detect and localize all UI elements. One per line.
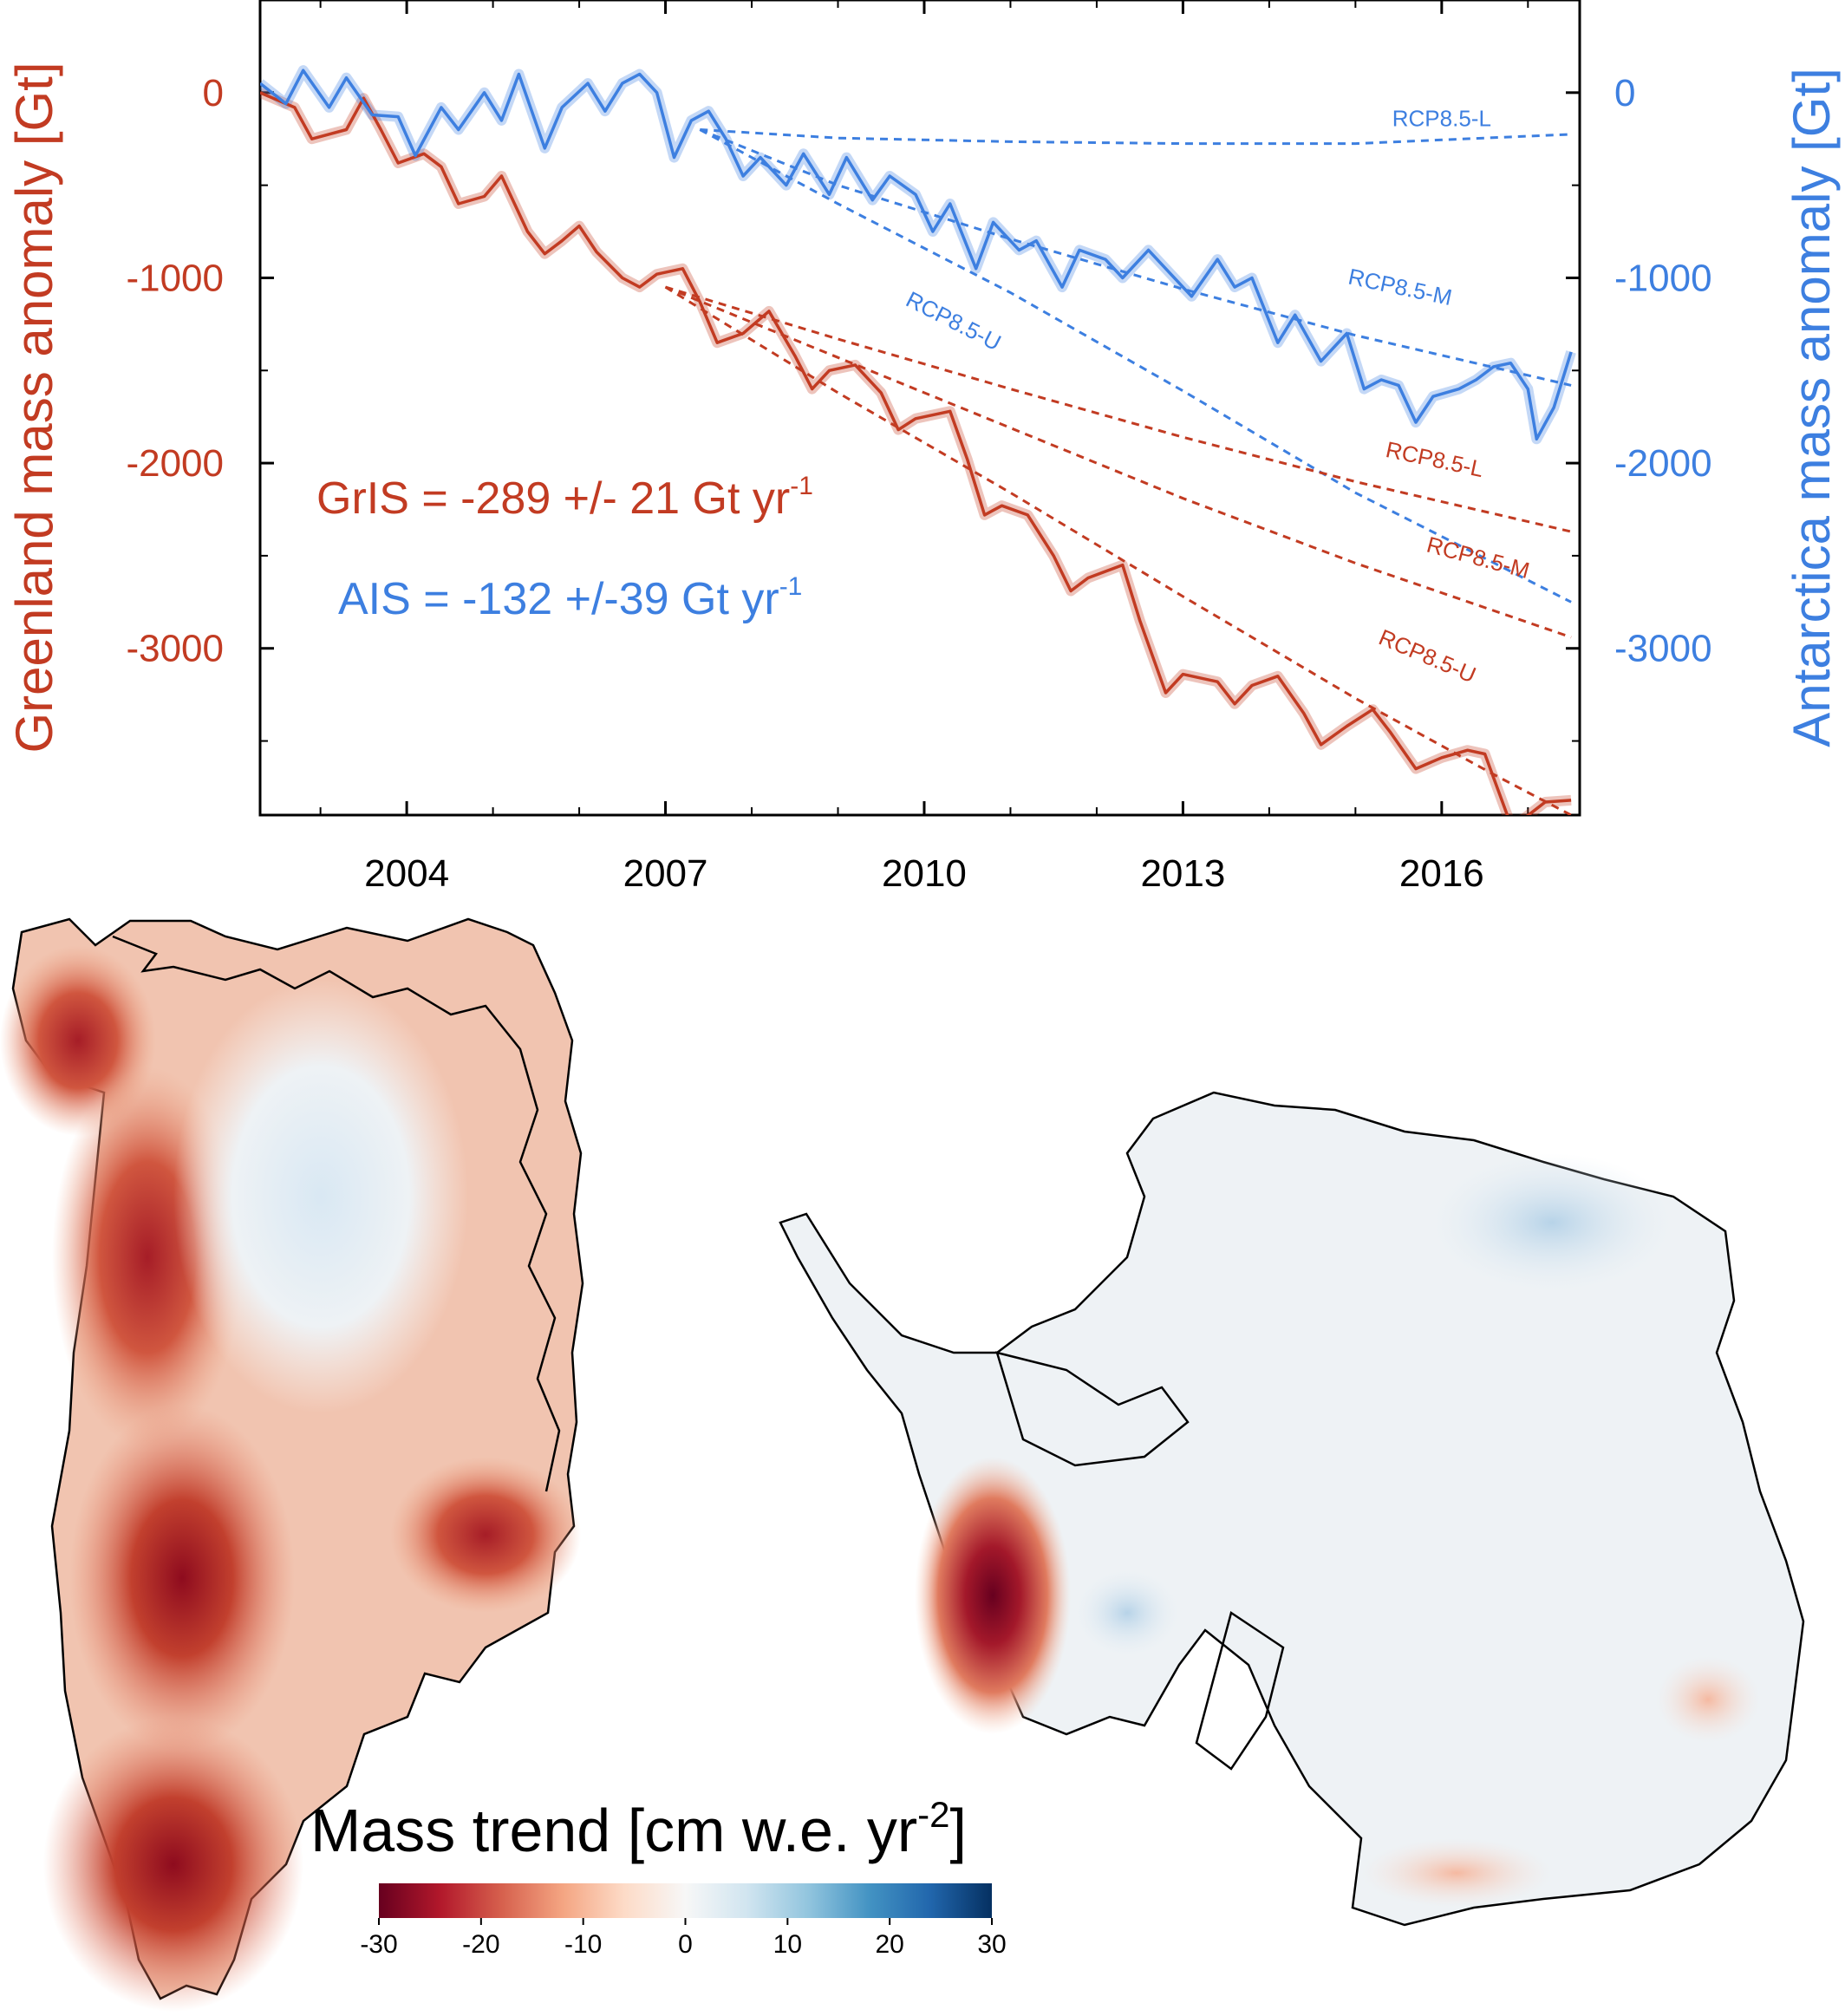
antarctica-ice-shelf-outline	[995, 1351, 1285, 1771]
scenario-line-rcp8-5-m-left	[664, 285, 1572, 639]
right-y-axis: 0 -1000 -2000 -3000	[1566, 72, 1712, 742]
left-y-axis: 0 -1000 -2000 -3000	[126, 72, 274, 742]
left-tick-label: -2000	[126, 442, 224, 485]
colorbar-title: Mass trend [cm w.e. yr-2]	[310, 1794, 967, 1864]
right-tick-label: -2000	[1614, 442, 1712, 485]
left-axis-title: Greenland mass anomaly [Gt]	[5, 62, 63, 753]
antarctica-map	[779, 1091, 1805, 1927]
ais-rate-annotation: AIS = -132 +/-39 Gt yr-1	[338, 572, 802, 624]
greenland-map	[0, 917, 584, 2012]
gris-rate-annotation: GrIS = -289 +/- 21 Gt yr-1	[316, 472, 813, 524]
colorbar-tick-label: -10	[564, 1930, 602, 1959]
colorbar-gradient	[379, 1883, 992, 1918]
plot-frame	[258, 0, 1581, 817]
series-layer	[260, 69, 1573, 815]
x-tick-label: 2013	[1140, 852, 1225, 895]
colorbar-tick-label: -30	[360, 1930, 397, 1959]
right-tick-label: 0	[1614, 72, 1635, 114]
colorbar-tick-label: 10	[773, 1930, 802, 1959]
right-axis-title: Antarctica mass anomaly [Gt]	[1783, 68, 1841, 747]
left-tick-label: -3000	[126, 628, 224, 670]
greenland-coastline	[112, 935, 561, 1492]
antarctica-ice-sheet	[779, 1091, 1805, 1927]
scenario-line-rcp8-5-l-left	[665, 285, 1572, 533]
right-tick-label: -3000	[1614, 628, 1712, 670]
series-line-ais-right	[260, 69, 1573, 441]
colorbar-tick-label: 30	[977, 1930, 1006, 1959]
colorbar-tick-label: 20	[875, 1930, 903, 1959]
x-tick-label: 2007	[623, 852, 708, 895]
left-tick-label: -1000	[126, 257, 224, 299]
scenario-label: RCP8.5-L	[1392, 105, 1491, 131]
scenario-line-rcp8-5-l-right	[700, 128, 1572, 146]
scenario-line-rcp8-5-m-right	[699, 128, 1572, 387]
x-tick-label: 2016	[1399, 852, 1484, 895]
scenario-line-rcp8-5-u-left	[664, 285, 1572, 815]
colorbar-tick-label: -20	[462, 1930, 499, 1959]
scenario-label: RCP8.5-M	[1346, 264, 1454, 311]
scenario-label: RCP8.5-U	[1375, 624, 1480, 688]
x-tick-label: 2004	[364, 852, 449, 895]
series-line-gris-left	[260, 91, 1572, 815]
colorbar-ticks: -30 -20 -10 0 10 20 30	[360, 1918, 1007, 1959]
colorbar-tick-label: 0	[678, 1930, 693, 1959]
colorbar: Mass trend [cm w.e. yr-2] -30 -20 -10 0 10 20…	[310, 1794, 1007, 1959]
x-tick-label: 2010	[882, 852, 967, 895]
scenario-label: RCP8.5-U	[902, 286, 1005, 356]
mass-anomaly-chart: 2004 2007 2010 2013 2016 0 -1000 -2000 -3000 0 -…	[5, 0, 1841, 895]
right-tick-label: -1000	[1614, 257, 1712, 299]
scenario-label: RCP8.5-M	[1424, 532, 1532, 584]
scenario-line-rcp8-5-u-right	[699, 128, 1572, 603]
left-tick-label: 0	[203, 72, 224, 114]
scenario-label: RCP8.5-L	[1384, 436, 1486, 482]
x-axis: 2004 2007 2010 2013 2016	[319, 0, 1529, 895]
